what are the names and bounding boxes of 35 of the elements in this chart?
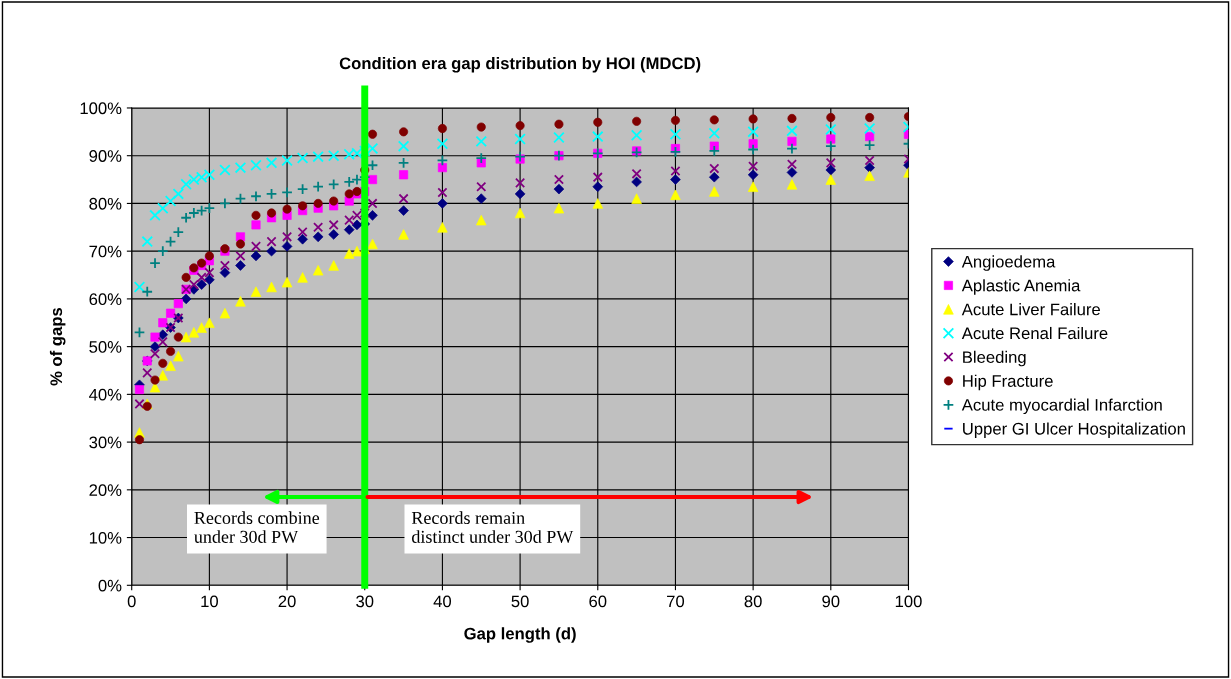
x-tick-label: 20 <box>278 595 296 608</box>
y-tick-label: 30% <box>89 436 122 449</box>
y-tick-label: 100% <box>80 102 122 115</box>
chart-title: Condition era gap distribution by HOI (MDCD) <box>339 56 701 73</box>
y-tick-label: 50% <box>89 341 122 353</box>
y-tick-label: 10% <box>89 531 122 544</box>
y-tick-label: 90% <box>89 150 122 162</box>
x-tick-label: 60 <box>589 595 607 608</box>
legend-label: Acute Renal Failure <box>961 326 1108 340</box>
legend-label: Acute myocardial Infarction <box>961 398 1162 415</box>
y-tick-label: 60% <box>89 293 122 306</box>
x-tick-label: 90 <box>822 595 840 608</box>
y-tick-label: 0% <box>98 579 122 592</box>
legend-label: Angioedema <box>961 255 1056 271</box>
x-tick-label: 50 <box>511 595 529 608</box>
legend-label: Aplastic Anemia <box>961 279 1081 295</box>
y-tick-label: 80% <box>89 197 122 210</box>
x-tick-label: 40 <box>433 595 452 608</box>
legend-label: Acute Liver Failure <box>961 303 1100 316</box>
legend-label: Bleeding <box>963 350 1026 367</box>
x-tick-label: 70 <box>667 595 685 608</box>
legend-label: Hip Fracture <box>963 374 1053 391</box>
annotation: Records combine under 30d PW <box>194 511 320 543</box>
y-tick-label: 20% <box>89 484 122 497</box>
legend-label: Upper GI Ulcer Hospitalization <box>963 422 1185 438</box>
x-tick-label: 0 <box>127 595 136 608</box>
y-tick-label: 70% <box>89 245 122 258</box>
x-tick-label: 30 <box>356 595 374 608</box>
y-tick-label: 40% <box>89 388 122 401</box>
y-axis-title: % of gaps <box>49 307 66 386</box>
annotation: Records remain distinct under 30d PW <box>411 511 574 543</box>
x-tick-label: 80 <box>744 595 762 608</box>
x-tick-label: 10 <box>201 595 219 608</box>
x-axis-title: Gap length (d) <box>464 627 576 643</box>
x-tick-label: 100 <box>895 595 922 608</box>
